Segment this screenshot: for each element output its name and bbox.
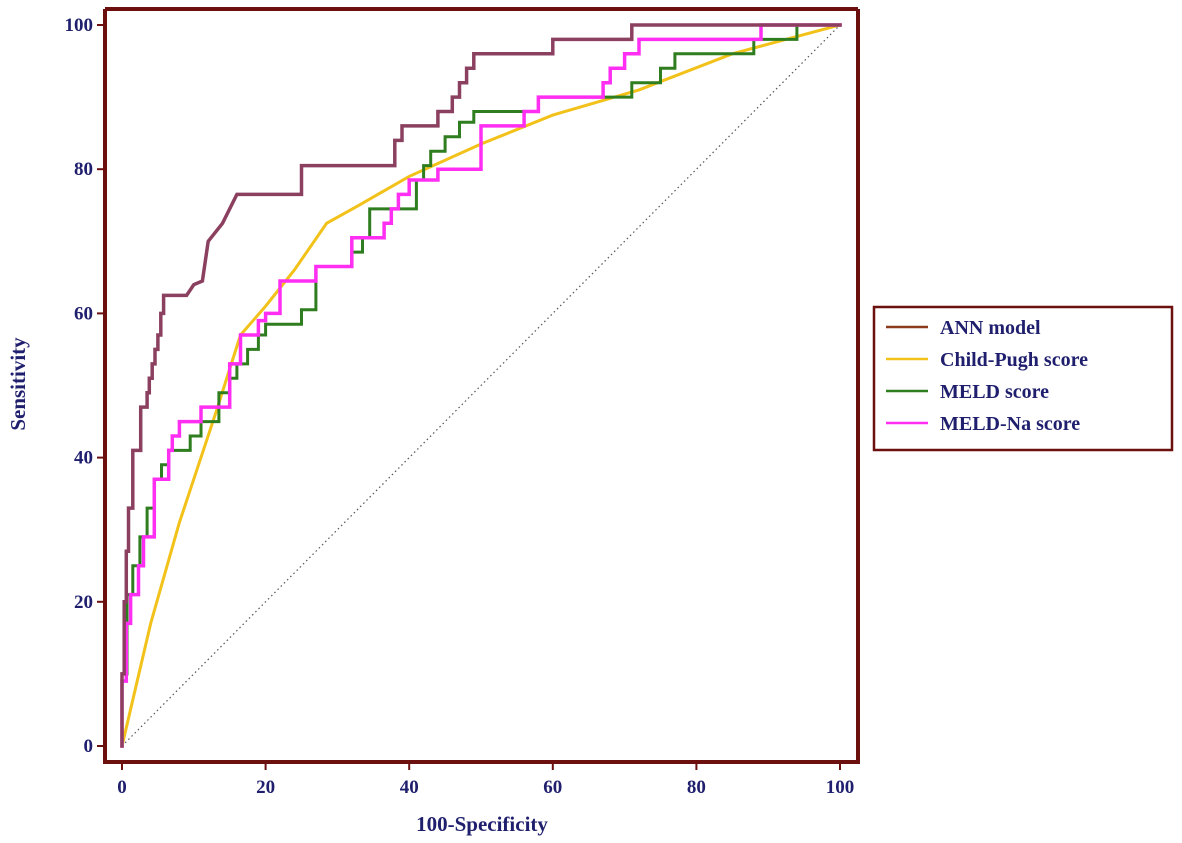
y-axis-title: Sensitivity [6,337,30,431]
legend-label-ann-model: ANN model [940,317,1041,339]
y-tick-label: 20 [74,592,93,613]
legend: ANN model Child-Pugh score MELD score MELD-… [872,305,1174,452]
x-tick-label: 20 [256,777,275,798]
series-line-ann-model [120,23,842,748]
tick-layer: 0 20 40 60 80 100 0 20 40 60 80 100 [65,15,855,798]
y-tick-label: 80 [74,159,93,180]
x-tick-label: 60 [543,777,562,798]
x-axis-title: 100-Specificity [416,812,548,836]
axes-frame [103,9,860,764]
chance-diagonal-line [121,24,841,747]
series-layer [120,23,842,748]
legend-label-meld-na-score: MELD-Na score [940,413,1080,435]
legend-label-child-pugh-score: Child-Pugh score [940,349,1088,371]
y-tick-label: 60 [74,303,93,324]
legend-box [872,305,1174,452]
legend-label-meld-score: MELD score [940,381,1049,403]
y-tick-label: 0 [84,736,94,757]
x-tick-label: 0 [117,777,127,798]
x-tick-label: 100 [826,777,855,798]
y-tick-label: 40 [74,448,93,469]
x-tick-label: 80 [687,777,706,798]
x-tick-label: 40 [400,777,419,798]
y-tick-label: 100 [65,15,94,36]
series-line-meld-na-score [120,23,842,748]
